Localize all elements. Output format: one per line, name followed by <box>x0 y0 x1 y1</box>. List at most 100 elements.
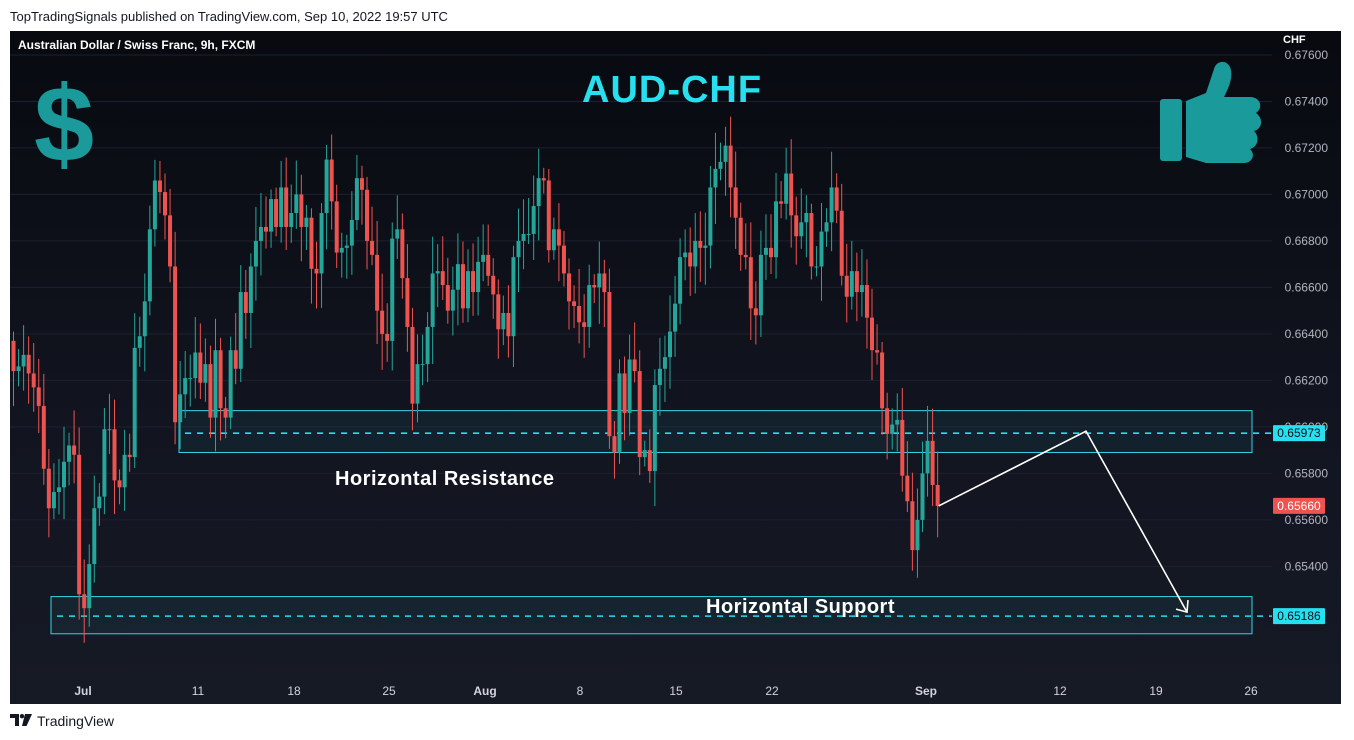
candle <box>405 244 410 352</box>
candle <box>688 227 693 296</box>
candle-body <box>718 161 723 169</box>
candle <box>294 160 299 229</box>
candle-body <box>829 187 834 223</box>
candle <box>678 238 683 325</box>
candle <box>223 396 228 439</box>
candle-body <box>607 292 612 437</box>
candle-body <box>491 275 496 295</box>
candle <box>92 475 97 583</box>
candle <box>264 196 268 249</box>
candle <box>415 334 420 423</box>
candle <box>662 335 667 402</box>
candle-body <box>344 245 349 248</box>
candle <box>455 233 460 326</box>
candle <box>824 208 829 247</box>
candle <box>627 334 632 436</box>
candle-body <box>395 229 400 239</box>
candle-body <box>930 440 935 486</box>
candle <box>344 234 349 279</box>
resistance-price-label-bg <box>1273 425 1325 442</box>
candle <box>622 356 627 441</box>
candle-body <box>264 226 268 232</box>
resistance-price-label: 0.65973 <box>1273 425 1325 442</box>
candle <box>314 241 319 309</box>
candle-body <box>642 450 647 458</box>
candle-body <box>627 359 632 413</box>
resistance-label: Horizontal Resistance <box>335 468 555 490</box>
candle-body <box>112 429 117 481</box>
time-tick-label: 15 <box>669 684 683 698</box>
candle <box>163 173 167 240</box>
candle <box>299 174 304 262</box>
candle-body <box>556 229 561 246</box>
candle <box>880 341 885 435</box>
candle <box>577 268 582 344</box>
candle <box>895 393 900 452</box>
candle <box>501 295 506 346</box>
candle <box>481 224 486 282</box>
candle <box>329 134 334 230</box>
candle <box>743 223 748 270</box>
candle <box>365 176 369 270</box>
candle <box>506 285 511 358</box>
candle-body <box>309 217 314 269</box>
candle <box>769 214 773 275</box>
candle <box>567 258 571 330</box>
candle <box>738 202 743 271</box>
price-tick-label: 0.67200 <box>1285 141 1329 155</box>
candle <box>67 432 72 486</box>
footer-brand[interactable]: TradingView <box>37 713 115 729</box>
candle-body <box>592 285 597 288</box>
support-zone <box>50 596 1253 635</box>
candle <box>380 273 385 370</box>
candle <box>122 429 127 511</box>
candle <box>779 181 784 219</box>
candle <box>930 408 935 507</box>
candle-body <box>289 213 294 227</box>
candle-body <box>693 240 698 267</box>
time-tick-label: 18 <box>287 684 301 698</box>
candle-body <box>127 454 132 458</box>
last-price-label: 0.65660 <box>1273 497 1325 514</box>
candle-body <box>56 487 61 492</box>
candle <box>385 303 390 362</box>
resistance-zone <box>178 410 1253 453</box>
candle <box>107 393 112 455</box>
candle <box>486 224 491 286</box>
candle-body <box>440 271 445 286</box>
tradingview-logo-icon[interactable] <box>10 713 32 729</box>
last-price-label-bg <box>1273 497 1325 514</box>
candlestick-chart[interactable]: 0.654000.656000.658000.660000.662000.664… <box>10 31 1341 704</box>
symbol-description: Australian Dollar / Swiss Franc, 9h, FXC… <box>18 38 256 52</box>
candle <box>531 175 536 261</box>
candle <box>284 157 289 250</box>
chart-title: AUD-CHF <box>582 69 763 111</box>
candle <box>193 316 198 399</box>
candle-body <box>82 594 87 609</box>
candle <box>324 145 329 250</box>
forecast-arrowhead <box>1175 600 1189 614</box>
support-price-label-text: 0.65186 <box>1277 609 1321 623</box>
candle-body <box>102 429 107 497</box>
candle-body <box>819 231 824 267</box>
candle <box>890 408 895 450</box>
candle-body <box>390 238 395 341</box>
candle-body <box>572 301 577 307</box>
candle-body <box>31 373 36 388</box>
candle <box>279 160 284 243</box>
candle <box>698 211 703 282</box>
candle-body <box>77 454 82 595</box>
candle-body <box>839 210 844 276</box>
candle-body <box>168 215 173 267</box>
candle <box>253 206 258 301</box>
chart-area[interactable]: 0.654000.656000.658000.660000.662000.664… <box>10 31 1341 704</box>
candle-body <box>859 285 864 293</box>
candle <box>496 279 501 359</box>
candle-body <box>218 350 223 409</box>
candle <box>97 483 102 526</box>
candle-body <box>183 378 188 395</box>
candle <box>233 313 238 385</box>
candle <box>587 264 592 348</box>
price-tick-label: 0.67000 <box>1285 187 1329 201</box>
candle-body <box>420 364 425 366</box>
